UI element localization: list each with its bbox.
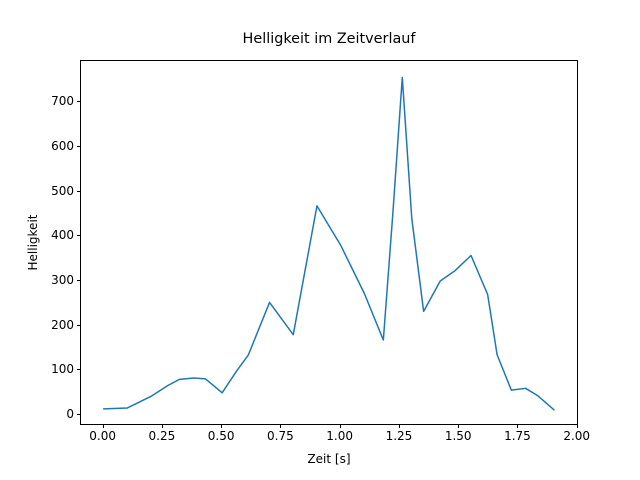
y-tick-label: 0 xyxy=(66,407,74,422)
page-title: Helligkeit im Zeitverlauf xyxy=(242,31,416,47)
x-tick-label: 0.75 xyxy=(267,429,294,443)
y-tick-mark xyxy=(76,235,80,237)
x-tick-label: 1.00 xyxy=(326,429,354,443)
x-tick-label: 2.00 xyxy=(563,429,591,443)
y-tick-mark xyxy=(76,190,80,192)
x-tick-label: 1.50 xyxy=(444,429,472,443)
x-tick-label: 1.25 xyxy=(385,429,413,443)
x-tick-mark xyxy=(339,424,341,428)
y-tick-label: 700 xyxy=(51,94,74,109)
y-tick-mark xyxy=(76,145,80,147)
y-tick-label: 300 xyxy=(51,272,74,287)
x-tick-mark xyxy=(280,424,282,428)
x-tick-mark xyxy=(102,424,104,428)
y-tick-mark xyxy=(76,279,80,281)
y-tick-label: 100 xyxy=(51,362,74,377)
line-series xyxy=(102,76,555,411)
y-tick-mark xyxy=(76,101,80,103)
x-tick-mark xyxy=(458,424,460,428)
x-tick-mark xyxy=(576,424,578,428)
y-tick-label: 600 xyxy=(51,138,74,153)
x-tick-label: 0.25 xyxy=(148,429,176,443)
x-tick-mark xyxy=(398,424,400,428)
x-tick-label: 0.50 xyxy=(207,429,235,443)
data-line xyxy=(102,76,555,411)
y-tick-label: 500 xyxy=(51,183,74,198)
y-tick-label: 400 xyxy=(51,228,74,243)
y-tick-label: 200 xyxy=(51,317,74,332)
y-tick-mark xyxy=(76,369,80,371)
x-axis-label: Zeit [s] xyxy=(307,452,351,466)
x-tick-mark xyxy=(517,424,519,428)
plot-area xyxy=(80,60,578,425)
x-tick-label: 0.00 xyxy=(89,429,116,443)
x-tick-label: 1.75 xyxy=(504,429,531,443)
y-tick-mark xyxy=(76,324,80,326)
x-tick-mark xyxy=(221,424,223,428)
x-tick-mark xyxy=(161,424,163,428)
y-tick-mark xyxy=(76,414,80,416)
